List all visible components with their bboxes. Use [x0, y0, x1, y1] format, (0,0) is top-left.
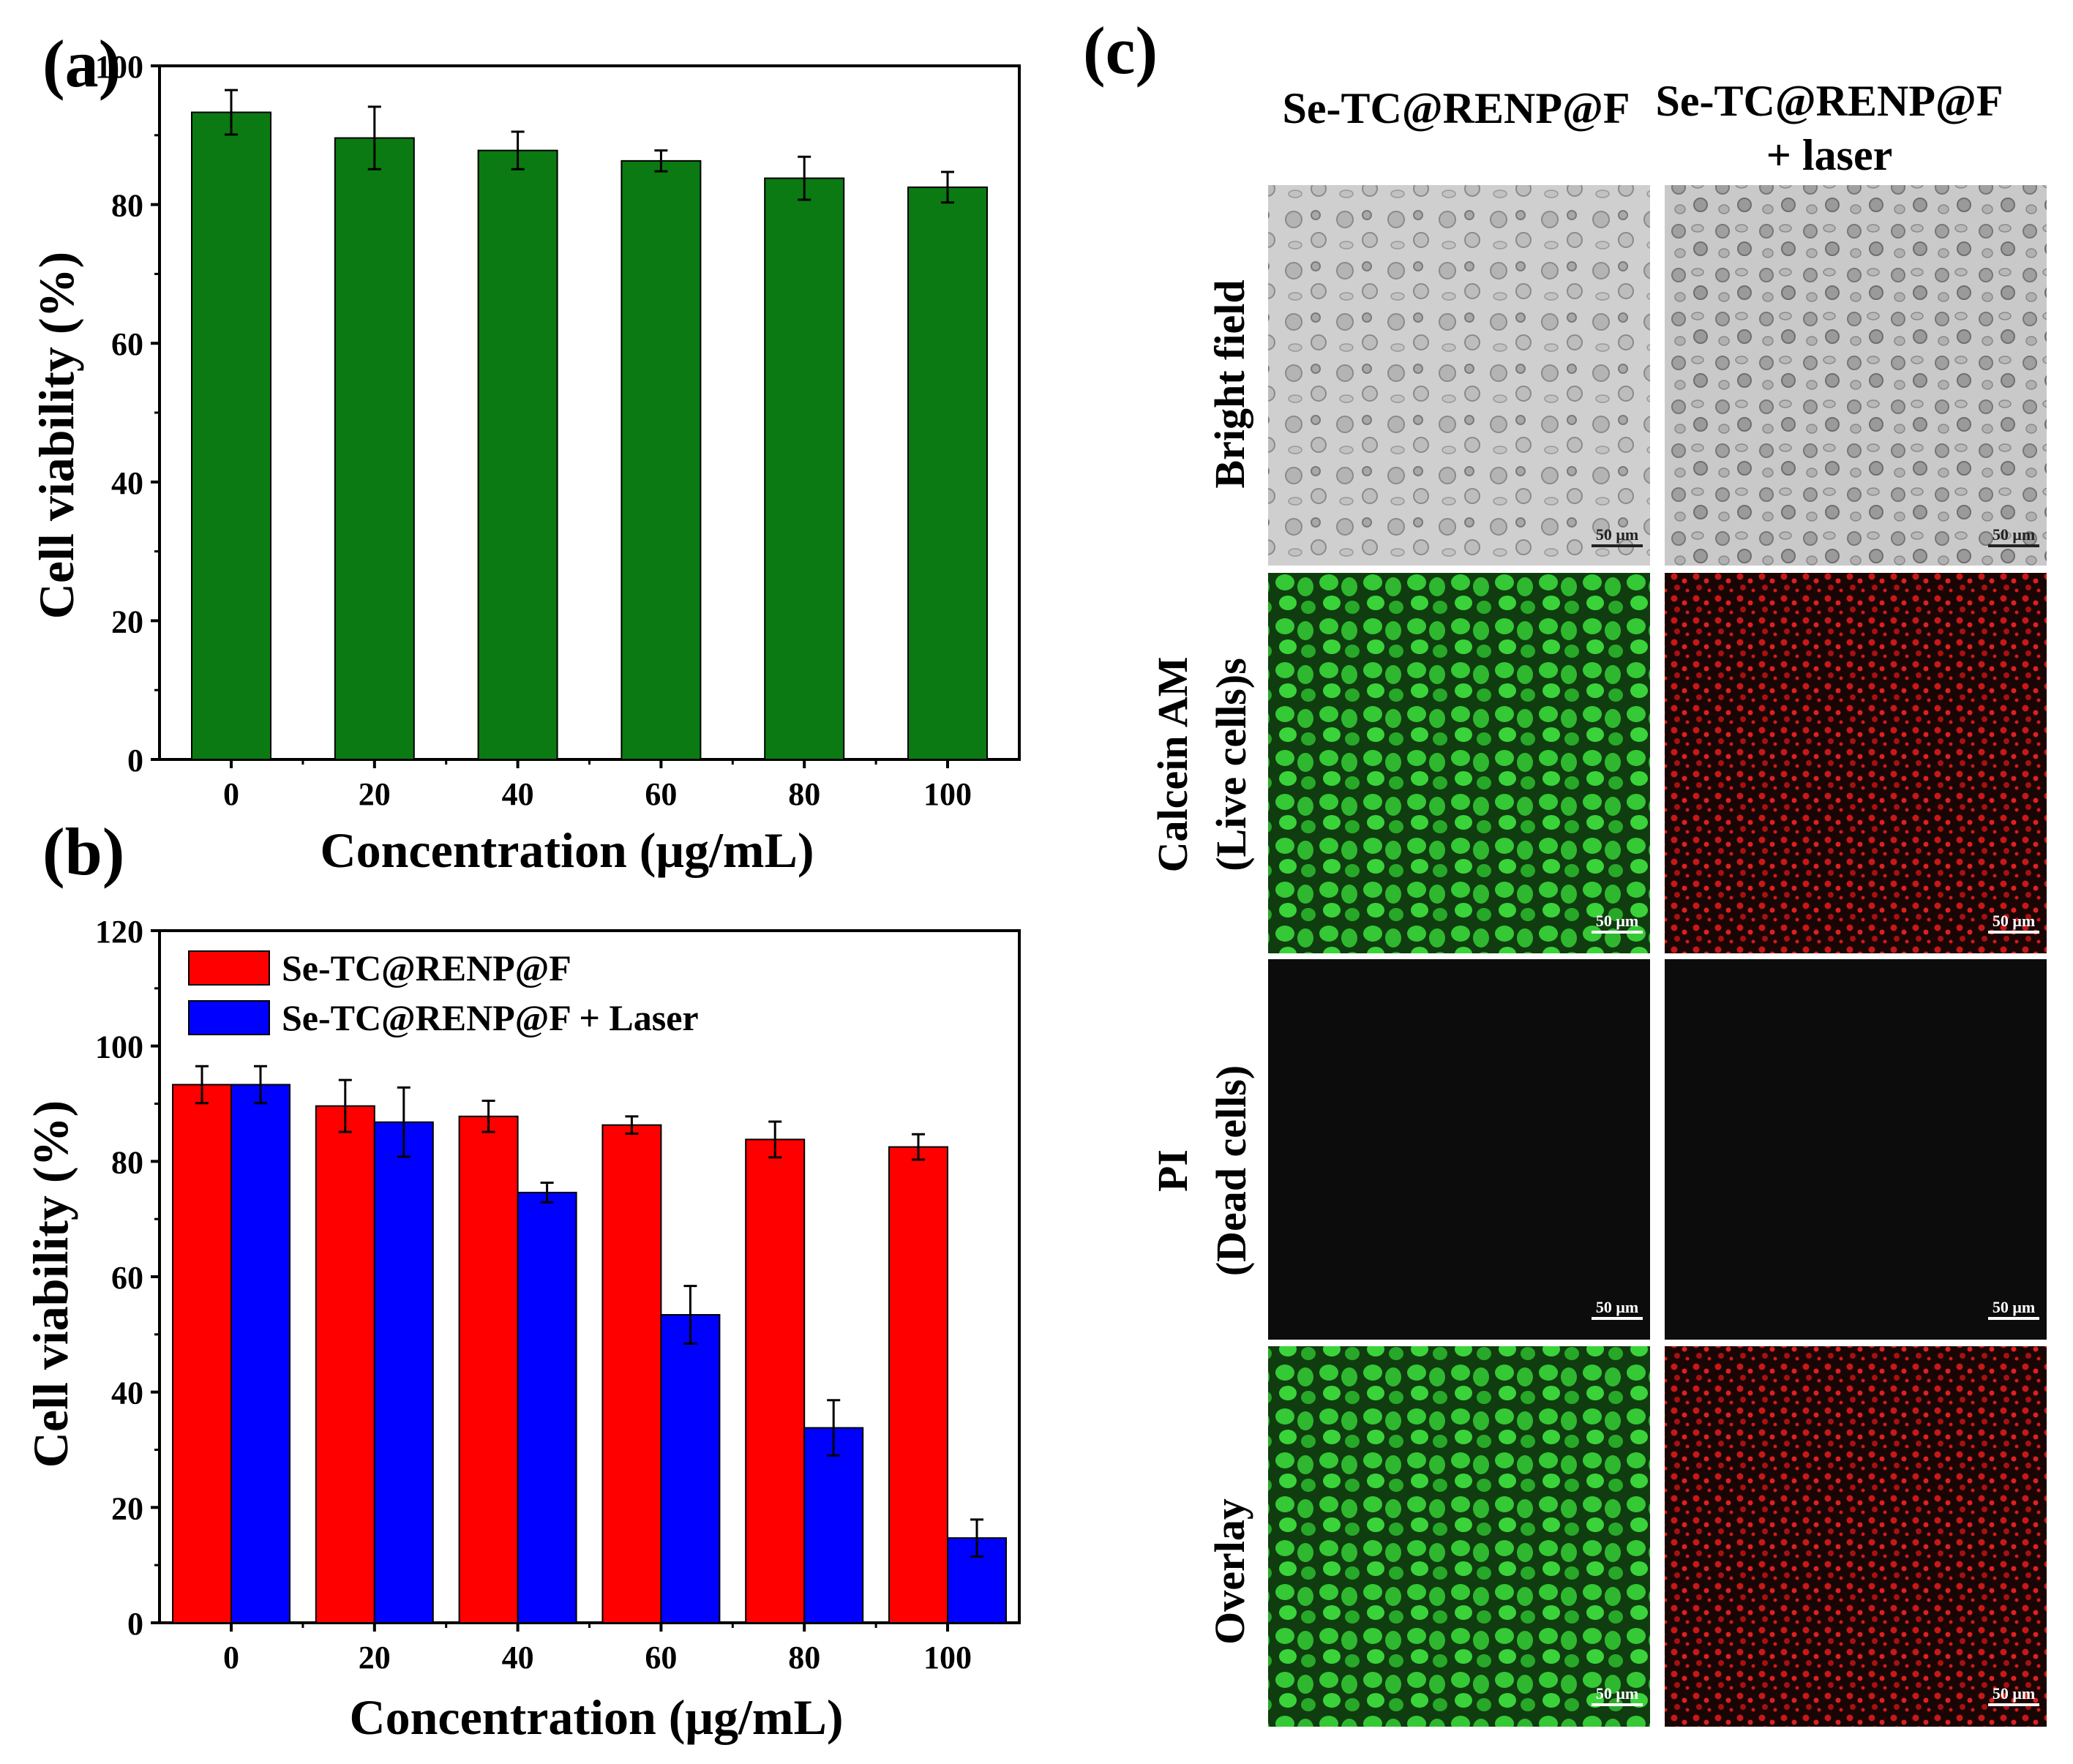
image-calcein-2 — [1665, 573, 2047, 953]
bar-se-tc-renp-f-laser-40 — [517, 1191, 577, 1624]
col-header-1: Se-TC@RENP@F — [1283, 84, 1630, 132]
col-header-2-line2: + laser — [1766, 131, 1892, 179]
y-tick-label: 60 — [111, 326, 143, 362]
y-tick-label: 100 — [95, 1029, 143, 1065]
x-tick-label: 20 — [359, 1640, 391, 1675]
row-label-pi-line1: PI — [1149, 1149, 1196, 1192]
chart-a-xlabel: Concentration (μg/mL) — [320, 822, 814, 878]
y-tick-label: 40 — [111, 465, 143, 501]
y-tick-label: 80 — [111, 188, 143, 224]
bar-se-tc-renp-f-40 — [477, 149, 558, 760]
legend-label-blue: Se-TC@RENP@F + Laser — [282, 997, 699, 1038]
legend-swatch-red — [188, 950, 270, 986]
x-tick-label: 80 — [788, 1640, 820, 1675]
chart-b-xlabel: Concentration (μg/mL) — [349, 1689, 843, 1745]
bar-se-tc-renp-f-laser-80 — [803, 1427, 864, 1624]
bar-se-tc-renp-f-80 — [745, 1138, 806, 1624]
bar-se-tc-renp-f-100 — [907, 186, 988, 760]
y-tick-label: 0 — [127, 743, 143, 778]
x-tick-label: 0 — [223, 776, 239, 812]
x-tick-label: 60 — [645, 1640, 677, 1675]
legend-label-red: Se-TC@RENP@F — [282, 947, 571, 988]
chart-b: 0 20 40 60 80 100 120 0 20 40 60 80 100 Cell viabili… — [23, 914, 1021, 1745]
y-tick-label: 80 — [111, 1144, 143, 1180]
chart-b-legend: Se-TC@RENP@F Se-TC@RENP@F + Laser — [188, 947, 699, 1038]
scale-bar-1-label: 50 μm — [1596, 525, 1638, 544]
x-tick-label: 100 — [923, 1640, 972, 1675]
legend-swatch-blue — [188, 1000, 270, 1035]
scale-bar-4: 50 μm — [1988, 912, 2039, 934]
scale-bar-6: 50 μm — [1988, 1298, 2039, 1320]
bar-se-tc-renp-f-80 — [764, 177, 845, 761]
y-tick-label: 20 — [111, 604, 143, 639]
bar-se-tc-renp-f-60 — [601, 1124, 662, 1624]
y-tick-label: 0 — [127, 1606, 143, 1642]
image-overlay-1 — [1268, 1346, 1650, 1727]
scale-bar-4-label: 50 μm — [1993, 912, 2035, 930]
row-label-bright-field: Bright field — [1206, 279, 1253, 488]
y-tick-label: 100 — [95, 49, 143, 85]
chart-a: 0 20 40 60 80 100 0 20 40 60 80 100 Cell viability … — [29, 49, 1021, 878]
y-tick-label: 120 — [95, 914, 143, 950]
scale-bar-8: 50 μm — [1988, 1684, 2039, 1706]
image-bright-field-1 — [1268, 185, 1650, 566]
y-tick-label: 40 — [111, 1375, 143, 1411]
bar-se-tc-renp-f-40 — [458, 1115, 519, 1624]
image-pi-2 — [1665, 959, 2047, 1340]
x-tick-label: 100 — [923, 776, 972, 812]
scale-bar-5: 50 μm — [1592, 1298, 1643, 1320]
image-calcein-1 — [1268, 573, 1650, 953]
y-tick-label: 60 — [111, 1260, 143, 1296]
scale-bar-3-label: 50 μm — [1596, 912, 1638, 930]
row-label-calcein-line1: Calcein AM — [1149, 657, 1196, 873]
panel-label-a: (a) — [42, 26, 121, 101]
bar-se-tc-renp-f-laser-20 — [373, 1121, 434, 1624]
row-label-calcein-line2: (Live cells)s — [1207, 658, 1255, 871]
chart-a-ylabel: Cell viability (%) — [29, 252, 84, 619]
bar-se-tc-renp-f-0 — [172, 1084, 232, 1624]
chart-b-ylabel: Cell viability (%) — [23, 1100, 78, 1468]
panel-label-c: (c) — [1083, 13, 1158, 88]
x-tick-label: 20 — [359, 776, 391, 812]
scale-bar-7-label: 50 μm — [1596, 1684, 1638, 1703]
bar-se-tc-renp-f-60 — [621, 159, 702, 761]
scale-bar-6-label: 50 μm — [1993, 1298, 2035, 1316]
image-overlay-2 — [1665, 1346, 2047, 1727]
bar-se-tc-renp-f-20 — [315, 1105, 375, 1624]
row-label-overlay: Overlay — [1206, 1498, 1253, 1645]
x-tick-label: 40 — [502, 776, 534, 812]
image-bright-field-2 — [1665, 185, 2047, 566]
bar-se-tc-renp-f-20 — [334, 137, 415, 761]
x-tick-label: 80 — [788, 776, 820, 812]
panel-c: Se-TC@RENP@F Se-TC@RENP@F + laser Bright… — [1149, 77, 2047, 1727]
col-header-2-line1: Se-TC@RENP@F — [1656, 77, 2003, 125]
scale-bar-7: 50 μm — [1592, 1684, 1643, 1706]
y-tick-label: 20 — [111, 1490, 143, 1526]
bar-se-tc-renp-f-laser-60 — [660, 1314, 721, 1624]
x-tick-label: 60 — [645, 776, 677, 812]
chart-a-frame — [158, 64, 1021, 761]
x-tick-label: 40 — [502, 1640, 534, 1675]
bar-se-tc-renp-f-laser-0 — [230, 1084, 290, 1624]
scale-bar-1: 50 μm — [1592, 525, 1643, 547]
panel-label-b: (b) — [42, 814, 124, 889]
x-tick-label: 0 — [223, 1640, 239, 1675]
bar-se-tc-renp-f-0 — [191, 111, 271, 761]
image-pi-1 — [1268, 959, 1650, 1340]
bar-se-tc-renp-f-100 — [888, 1146, 948, 1624]
row-label-pi-line2: (Dead cells) — [1207, 1065, 1255, 1276]
scale-bar-3: 50 μm — [1592, 912, 1643, 934]
scale-bar-2: 50 μm — [1988, 525, 2039, 547]
scale-bar-8-label: 50 μm — [1993, 1684, 2035, 1703]
scale-bar-5-label: 50 μm — [1596, 1298, 1638, 1316]
scale-bar-2-label: 50 μm — [1993, 525, 2035, 544]
